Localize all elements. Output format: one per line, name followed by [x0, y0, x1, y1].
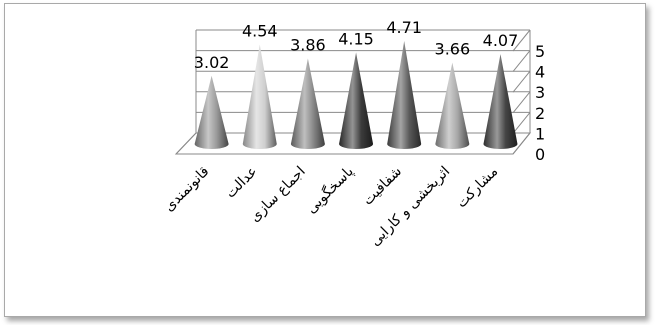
cones: [194, 40, 518, 150]
y-tick-label: 2: [535, 104, 545, 123]
data-label: 4.07: [483, 31, 519, 50]
data-label: 4.15: [338, 30, 374, 49]
y-tick-label: 3: [535, 83, 545, 102]
category-label: عدالت: [223, 164, 261, 202]
cone-3: [290, 58, 325, 149]
cone-4: [339, 52, 374, 150]
data-label: 4.54: [242, 21, 278, 40]
category-label: مشارکت: [454, 164, 502, 212]
y-tick-label: 0: [535, 145, 545, 164]
cone-1: [194, 75, 229, 149]
y-tick-label: 1: [535, 124, 545, 143]
y-axis-ticks: 0 12 34 5: [535, 42, 545, 164]
gridline-left: [175, 132, 197, 155]
data-label: 3.66: [435, 40, 471, 59]
gridline-side: [512, 132, 531, 155]
cone-2: [242, 44, 277, 150]
cone-5: [387, 40, 422, 149]
category-label: قانونمندی: [161, 164, 212, 215]
gridline-side: [512, 91, 531, 114]
data-label: 4.71: [386, 18, 422, 37]
cone-6: [435, 62, 470, 149]
data-label: 3.86: [290, 35, 326, 54]
gridline-side: [512, 29, 531, 52]
data-labels: 3.02 4.54 3.86 4.15 4.71 3.66 4.07: [194, 18, 518, 72]
cone-7: [483, 54, 518, 149]
gridline-side: [512, 50, 531, 72]
category-label: پاسخگویی: [303, 163, 357, 217]
y-tick-label: 5: [535, 42, 545, 61]
category-label: شفافیت: [360, 164, 405, 209]
gridline-side: [512, 70, 531, 93]
cone-chart: 0 12 34 5 3.02 4.54 3.86 4.15 4.71 3.66 4.07 قانو…: [161, 18, 545, 250]
gridline-side: [512, 112, 531, 134]
y-tick-label: 4: [535, 63, 545, 82]
data-label: 3.02: [194, 53, 230, 72]
